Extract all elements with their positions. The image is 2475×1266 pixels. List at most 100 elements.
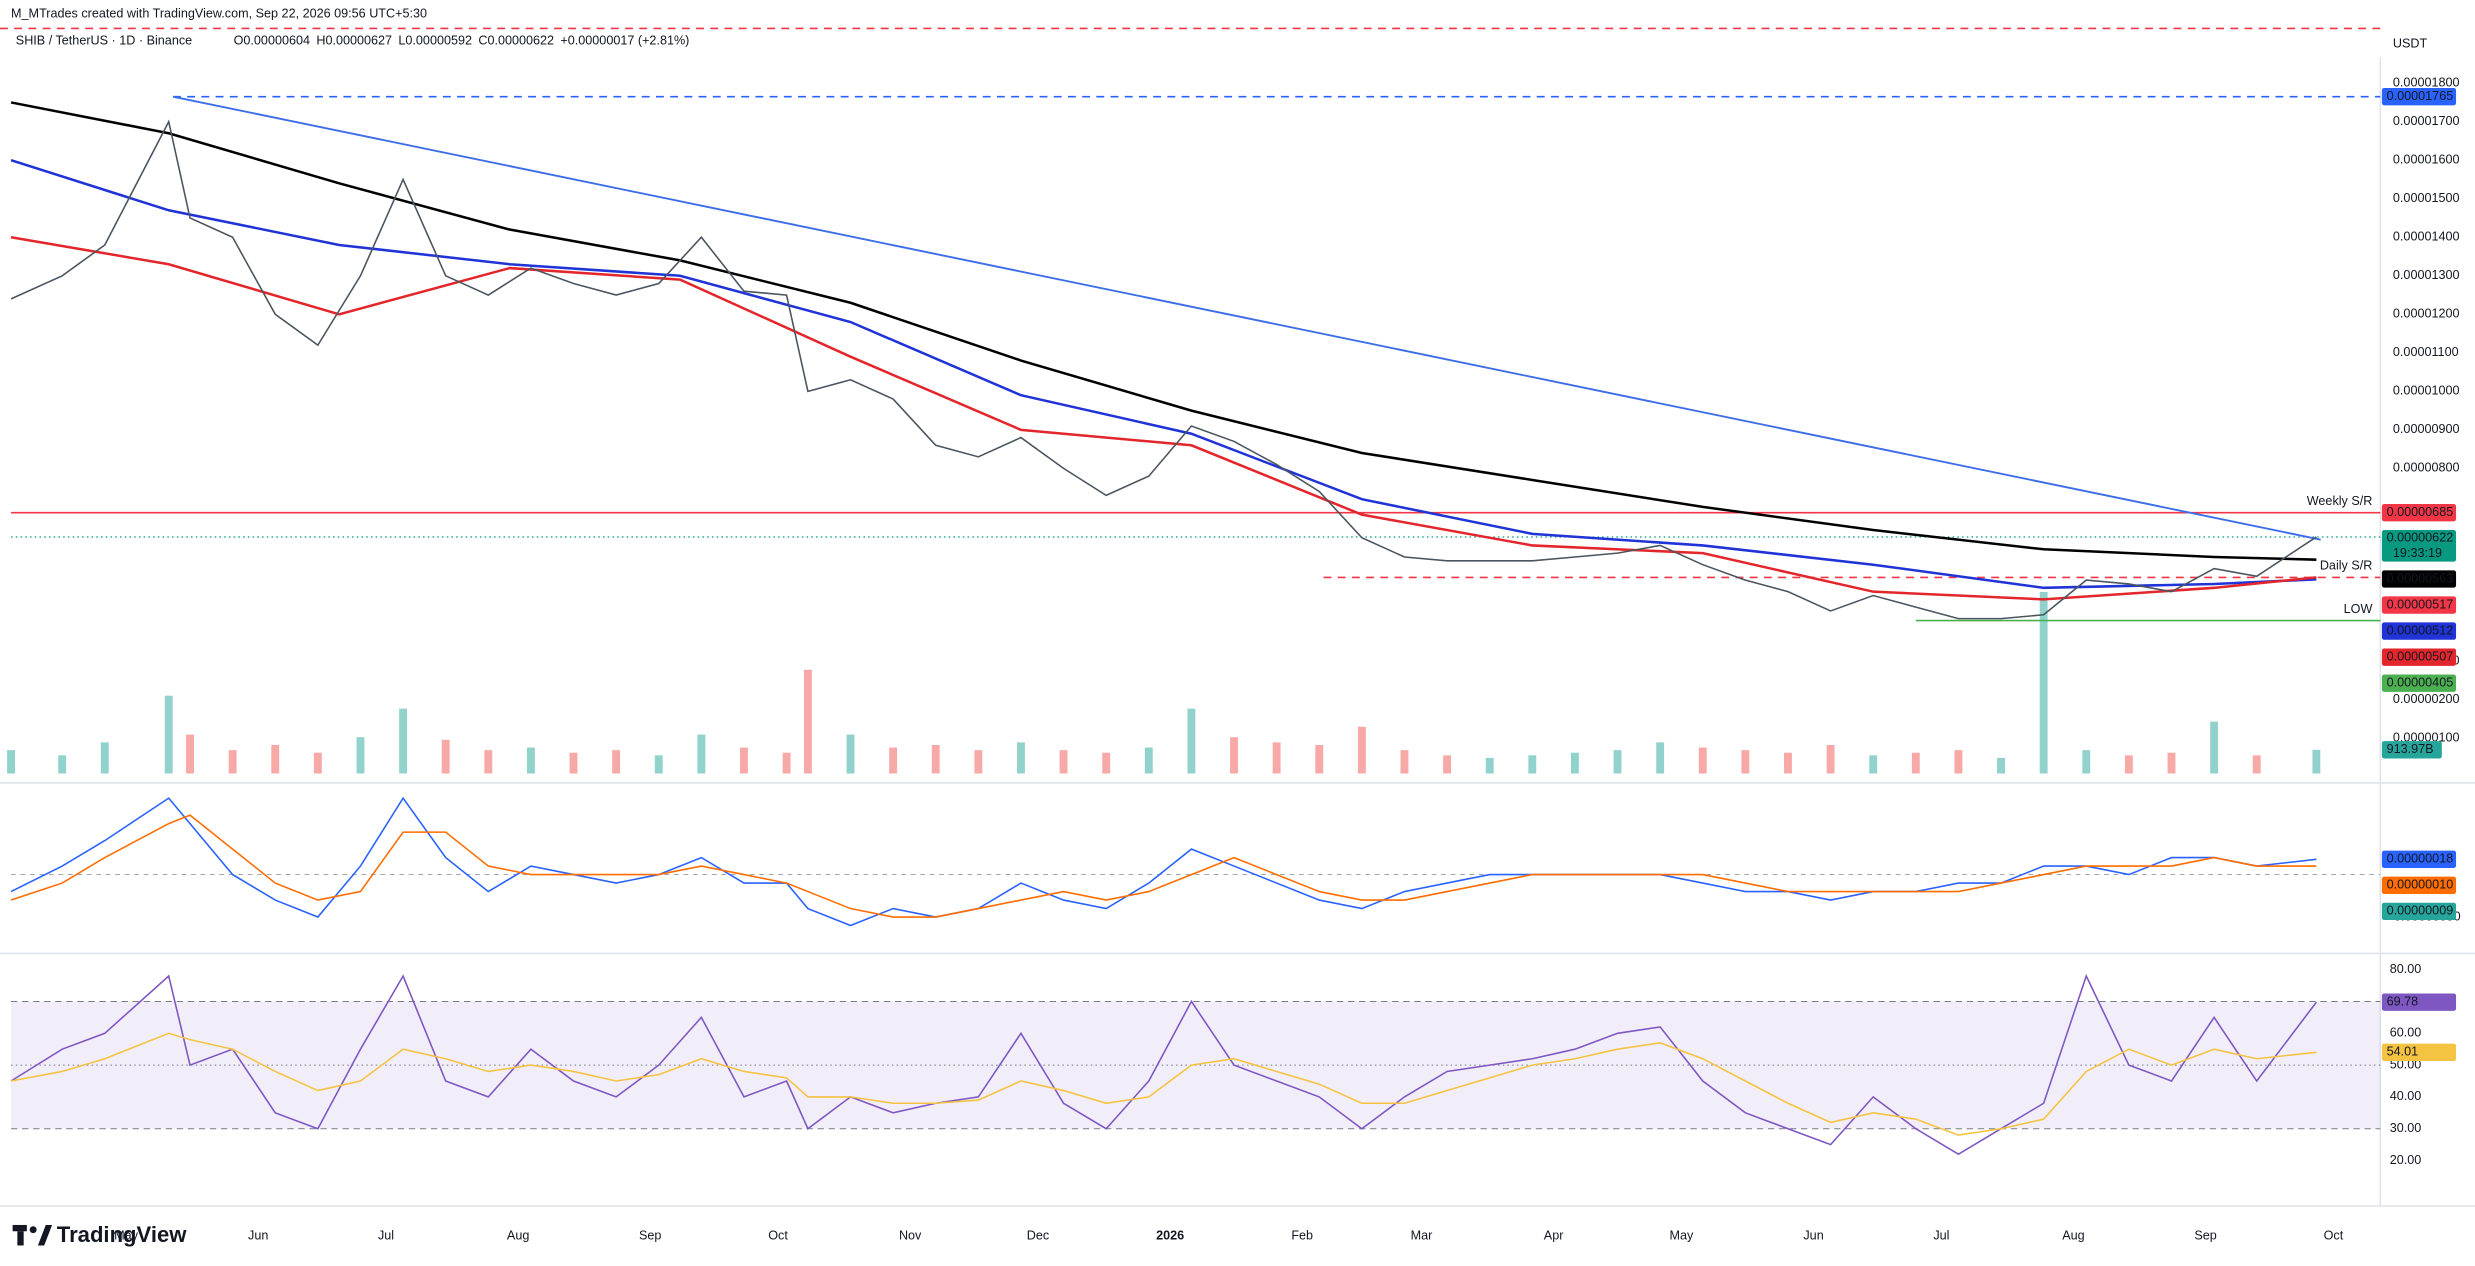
volume-bar: [1102, 752, 1111, 774]
volume-bar: [2167, 752, 2176, 774]
price-line: [10, 1032, 2317, 1136]
y-tick-label: 0.00001000: [2393, 384, 2460, 398]
level-note: LOW: [2344, 602, 2373, 616]
volume-bar: [1698, 747, 1707, 774]
y-tick-label: 0.00001400: [2393, 230, 2460, 244]
price-badge-label: 0.00000563: [2387, 571, 2454, 585]
price-badge-label: 0.00000507: [2387, 649, 2454, 663]
x-tick-label: Aug: [2062, 1228, 2084, 1242]
symbol: SHIB / TetherUS · 1D · Binance: [16, 33, 192, 47]
price-badge-label: 69.78: [2387, 994, 2419, 1008]
price-badge-label: 0.00000010: [2387, 878, 2454, 892]
volume-bar: [1954, 750, 1963, 774]
price-badge: [2381, 596, 2457, 614]
trendline: [172, 95, 2321, 541]
volume-bar: [1784, 752, 1792, 774]
price-badge-label: 0.00000018: [2387, 852, 2454, 866]
volume-bar: [1997, 757, 2005, 774]
price-badge: [2381, 674, 2457, 692]
volume-bar: [1613, 750, 1622, 774]
x-tick-label: Jun: [248, 1228, 268, 1242]
volume-bar: [1144, 747, 1153, 774]
price-badge: [2381, 622, 2457, 640]
price-badge-label: 0.00000685: [2387, 505, 2454, 519]
volume-bar: [931, 744, 940, 774]
x-tick-label: Dec: [1027, 1228, 1049, 1242]
y-tick-label: 30.00: [2390, 1121, 2422, 1135]
y-tick-label: 0.00001600: [2393, 153, 2460, 167]
volume-bar: [271, 744, 280, 774]
x-tick-label: Jul: [1933, 1228, 1949, 1242]
badge-sublabel: 19:33:19: [2393, 546, 2442, 560]
x-tick-label: Jun: [1803, 1228, 1823, 1242]
credit: M_MTrades created with TradingView.com, …: [11, 7, 427, 21]
y-tick-label: 0.00001800: [2393, 76, 2460, 90]
volume-bar: [1741, 750, 1750, 774]
level-note: Weekly S/R: [2307, 494, 2373, 508]
ohlc-value: H0.00000627: [316, 33, 392, 47]
volume-bar: [803, 669, 812, 774]
price-badge-label: 0.00000512: [2387, 623, 2454, 637]
volume-bar: [313, 752, 322, 774]
price-badge: [2381, 876, 2457, 895]
volume-bar: [2252, 755, 2261, 774]
volume-bar: [1017, 742, 1025, 774]
volume-bar: [697, 734, 706, 774]
volume-bar: [1187, 708, 1196, 774]
moving-average: [10, 101, 2317, 561]
logo: TradingView: [57, 1222, 187, 1247]
price-badge: [2381, 1043, 2457, 1062]
price-badge-label: 0.00000009: [2387, 904, 2454, 918]
x-tick-label: Nov: [899, 1228, 922, 1242]
price-badge: [2381, 902, 2457, 921]
volume-badge-label: 913.97B: [2387, 742, 2434, 756]
volume-bar: [1272, 742, 1281, 774]
volume-bar: [526, 747, 535, 774]
moving-average: [10, 236, 2317, 601]
price-badge: [2381, 87, 2457, 106]
volume-bar: [2039, 591, 2048, 774]
y-tick-label: 60.00: [2390, 1026, 2422, 1040]
currency: USDT: [2393, 37, 2428, 51]
x-tick-label: Oct: [768, 1228, 788, 1242]
price-badge-label: 0.00001765: [2387, 89, 2454, 103]
y-tick-label: 0.00000800: [2393, 461, 2460, 475]
volume-bar: [1656, 742, 1665, 774]
x-tick-label: May: [114, 1228, 139, 1242]
x-tick-label: Apr: [1544, 1228, 1564, 1242]
x-tick-label: 2026: [1156, 1228, 1184, 1242]
volume-bar: [1911, 752, 1920, 774]
volume-bar: [1315, 744, 1324, 774]
volume-bar: [2124, 755, 2133, 774]
volume-bar: [2210, 721, 2219, 774]
volume-bar: [1528, 755, 1537, 774]
y-tick-label: 0.00000100: [2393, 730, 2460, 744]
ohlc: O0.00000604 H0.00000627 L0.00000592 C0.0000…: [234, 33, 690, 47]
volume-bar: [58, 755, 67, 774]
volume-bar: [1826, 744, 1835, 774]
volume-bar: [2082, 750, 2091, 774]
price-badge: [2381, 648, 2457, 666]
volume-bar: [1869, 755, 1878, 774]
volume-bar: [1357, 726, 1366, 774]
volume-bar: [569, 752, 578, 774]
x-tick-label: Jul: [378, 1228, 394, 1242]
x-tick-label: Feb: [1291, 1228, 1313, 1242]
volume-bar: [7, 750, 15, 774]
moving-average: [10, 159, 2317, 590]
volume-bar: [399, 708, 408, 774]
volume-bar: [356, 737, 365, 774]
price-badge: [2381, 570, 2457, 588]
volume-bar: [228, 750, 237, 774]
x-tick-label: Mar: [1411, 1228, 1433, 1242]
volume-bar: [1570, 752, 1579, 774]
y-tick-label: 0.00001100: [2393, 345, 2459, 359]
volume-bar: [2312, 749, 2321, 774]
volume-bar: [484, 750, 493, 774]
y-tick-label: 0.00001700: [2393, 114, 2460, 128]
volume-bar: [441, 739, 450, 774]
volume-bar: [100, 742, 109, 774]
volume-bar: [1443, 755, 1452, 774]
